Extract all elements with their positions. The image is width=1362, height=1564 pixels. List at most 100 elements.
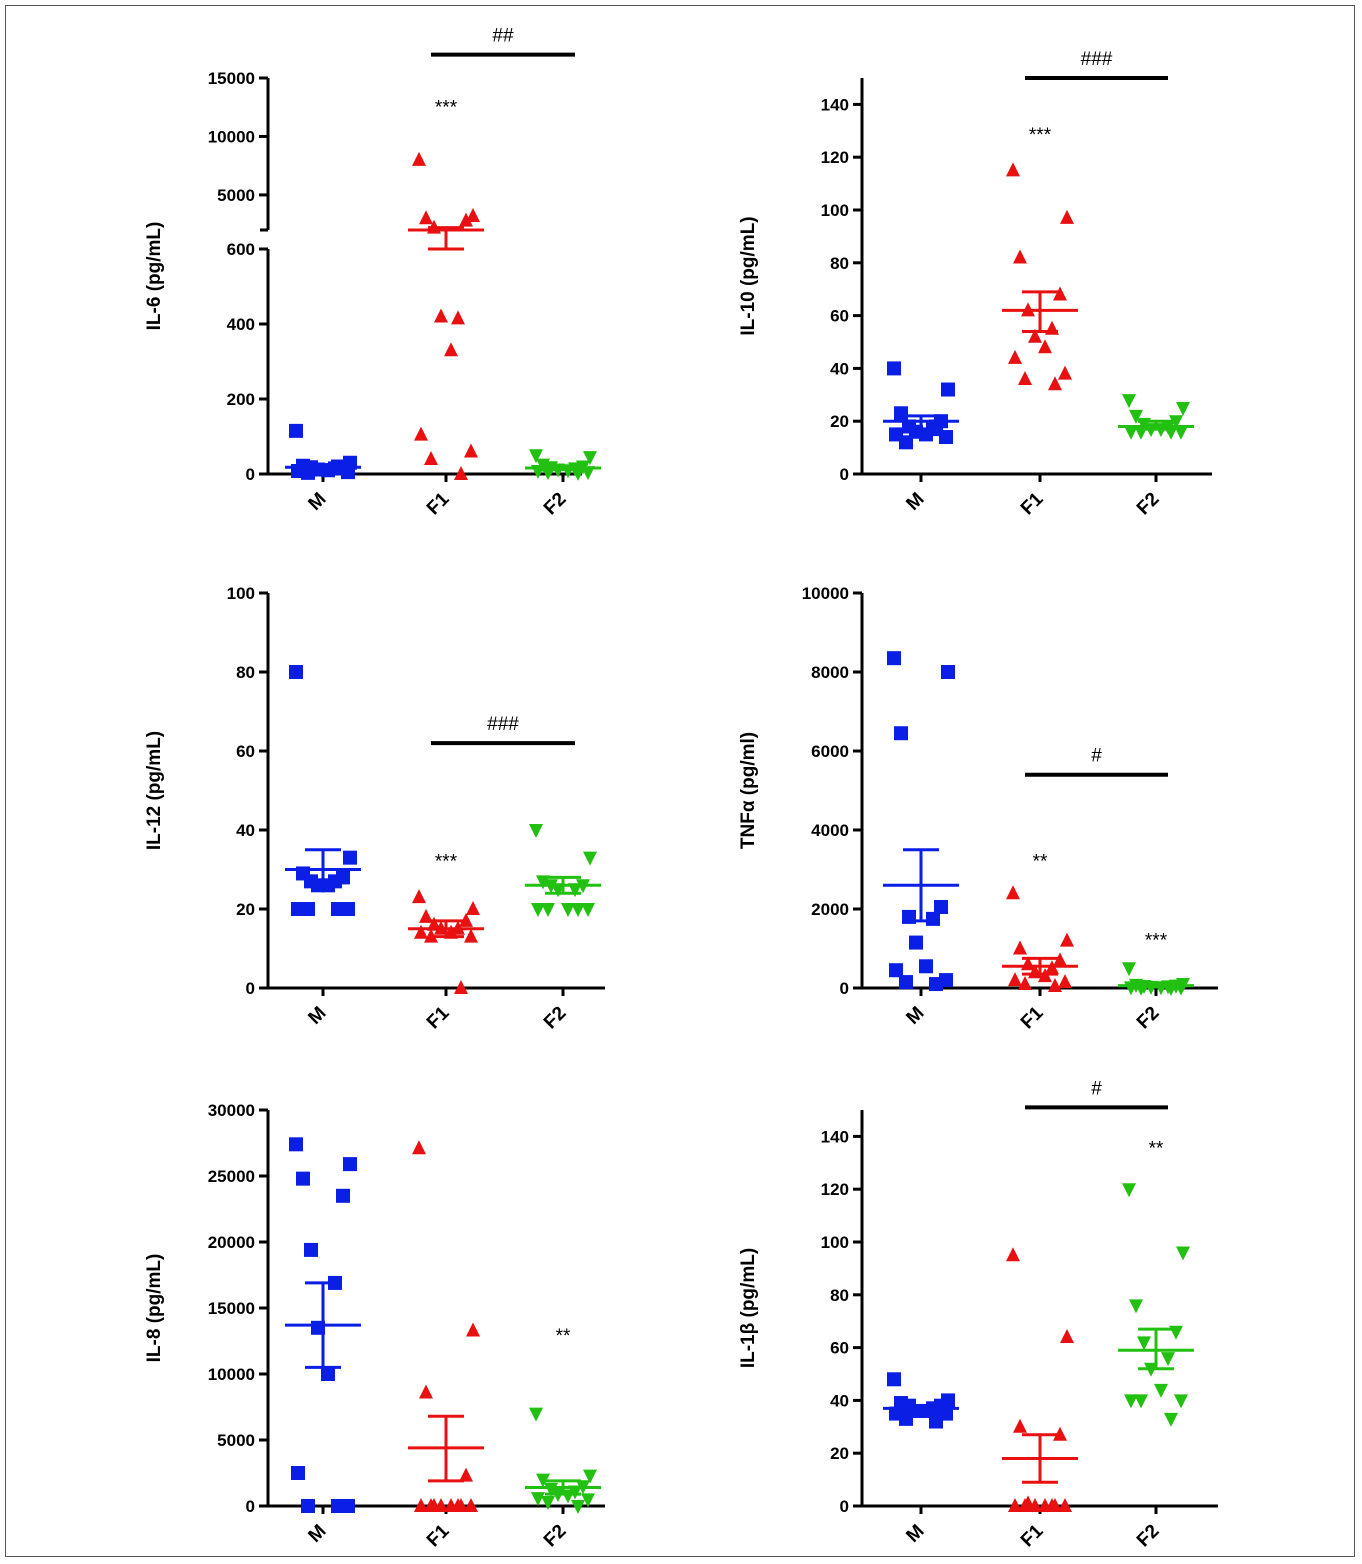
data-point bbox=[1013, 940, 1027, 955]
data-series bbox=[525, 449, 601, 481]
y-axis-label: IL-8 (pg/mL) bbox=[144, 1254, 165, 1363]
y-tick-label: 100 bbox=[821, 201, 849, 220]
y-tick-label: 25000 bbox=[208, 1167, 255, 1186]
data-series bbox=[883, 1372, 959, 1429]
x-tick-label: M bbox=[902, 1003, 928, 1029]
data-series bbox=[285, 423, 361, 480]
data-point bbox=[1038, 339, 1052, 354]
data-point bbox=[459, 1467, 473, 1482]
data-point bbox=[529, 1407, 543, 1422]
x-tick-label: F2 bbox=[540, 1521, 571, 1552]
significance-label: *** bbox=[435, 852, 458, 873]
y-tick-label: 0 bbox=[840, 465, 849, 484]
data-point bbox=[1169, 415, 1183, 430]
data-point bbox=[887, 651, 901, 666]
x-axis: M F1 F2 bbox=[862, 986, 1218, 1033]
data-point bbox=[459, 912, 473, 927]
x-tick-label: F1 bbox=[1017, 1520, 1048, 1551]
data-point bbox=[466, 207, 480, 222]
data-point bbox=[1006, 162, 1020, 177]
data-point bbox=[412, 151, 426, 166]
data-point bbox=[331, 902, 345, 916]
y-axis: 0 2000 4000 6000 8000 10000 bbox=[802, 584, 864, 998]
significance-label: ** bbox=[1033, 852, 1048, 873]
data-point bbox=[1124, 425, 1138, 440]
data-point bbox=[1018, 1498, 1032, 1512]
y-axis: 0 20 40 60 80 100 120 140 bbox=[821, 1110, 864, 1516]
data-point bbox=[444, 342, 458, 357]
y-tick-label: 0 bbox=[246, 465, 255, 484]
y-tick-label: 100 bbox=[227, 584, 255, 603]
x-tick-label: F2 bbox=[540, 489, 571, 520]
y-tick-label: 10000 bbox=[208, 1365, 255, 1384]
data-point bbox=[466, 1322, 480, 1337]
data-point bbox=[536, 1473, 550, 1488]
data-point bbox=[1060, 932, 1074, 947]
data-point bbox=[1154, 1383, 1168, 1398]
data-point bbox=[291, 1466, 305, 1480]
data-point bbox=[941, 665, 955, 679]
data-point bbox=[581, 1493, 595, 1508]
chart-panel: 0 2000 4000 6000 8000 10000 TNFα (pg/ml) M F1 F2 *… bbox=[738, 584, 1218, 1033]
figure-frame bbox=[5, 5, 1355, 1557]
data-point bbox=[343, 1157, 357, 1172]
y-tick-label: 200 bbox=[227, 390, 255, 409]
x-tick-label: F1 bbox=[423, 488, 454, 519]
data-point bbox=[289, 1137, 303, 1152]
x-tick-label: M bbox=[304, 1003, 330, 1029]
x-tick-label: M bbox=[902, 489, 928, 515]
y-axis: 0 5000 10000 15000 20000 25000 30000 bbox=[208, 1101, 270, 1516]
data-point bbox=[1053, 952, 1067, 967]
data-point bbox=[1161, 1352, 1175, 1367]
y-axis: 0 20 40 60 80 100 bbox=[227, 584, 270, 998]
data-point bbox=[1018, 976, 1032, 991]
data-point bbox=[561, 903, 575, 917]
data-point bbox=[1048, 1498, 1062, 1512]
y-axis: 0 200 400 600 5000 10000 15000 bbox=[208, 69, 270, 484]
data-point bbox=[343, 850, 357, 865]
data-point bbox=[1006, 1247, 1020, 1262]
data-point bbox=[1122, 962, 1136, 977]
data-point bbox=[529, 449, 543, 464]
chart-panel: 0 20 40 60 80 100 120 140 IL-10 (pg/mL) M F1 F2 *** #… bbox=[738, 49, 1212, 519]
y-tick-label: 120 bbox=[821, 148, 849, 167]
x-tick-label: F2 bbox=[540, 1003, 571, 1034]
y-tick-label: 80 bbox=[830, 254, 849, 273]
data-point bbox=[1122, 1183, 1136, 1198]
y-axis-label: IL-6 (pg/mL) bbox=[144, 222, 165, 331]
data-point bbox=[464, 443, 478, 458]
data-point bbox=[321, 1367, 335, 1381]
data-point bbox=[289, 665, 303, 679]
data-point bbox=[1164, 1412, 1178, 1427]
data-point bbox=[296, 1171, 310, 1186]
x-axis: M F1 F2 bbox=[268, 986, 605, 1034]
data-point bbox=[1048, 376, 1062, 391]
y-axis-label: IL-1β (pg/mL) bbox=[738, 1248, 759, 1368]
data-point bbox=[1006, 885, 1020, 900]
y-axis: 0 20 40 60 80 100 120 140 bbox=[821, 78, 864, 484]
data-series bbox=[408, 151, 484, 480]
y-tick-label: 140 bbox=[821, 1127, 849, 1146]
data-point bbox=[889, 963, 903, 978]
data-point bbox=[899, 975, 913, 990]
data-point bbox=[1013, 1418, 1027, 1433]
data-series bbox=[1002, 162, 1078, 391]
y-tick-label: 60 bbox=[830, 1339, 849, 1358]
data-point bbox=[1129, 409, 1143, 424]
data-point bbox=[1013, 249, 1027, 264]
x-tick-label: F2 bbox=[1133, 489, 1164, 520]
data-point bbox=[887, 1372, 901, 1387]
data-point bbox=[894, 726, 908, 741]
significance-label: *** bbox=[1029, 125, 1052, 146]
y-tick-label: 140 bbox=[821, 95, 849, 114]
significance-label: ** bbox=[556, 1326, 571, 1347]
y-tick-label: 8000 bbox=[811, 663, 849, 682]
data-point bbox=[1129, 1299, 1143, 1314]
y-tick-label: 10000 bbox=[802, 584, 849, 603]
chart-panel: 0 5000 10000 15000 20000 25000 30000 IL-8 (pg/m… bbox=[144, 1101, 605, 1551]
x-axis: M F1 F2 bbox=[862, 472, 1212, 520]
data-point bbox=[1134, 1394, 1148, 1409]
x-axis: M F1 F2 bbox=[268, 472, 582, 520]
data-point bbox=[1122, 394, 1136, 409]
